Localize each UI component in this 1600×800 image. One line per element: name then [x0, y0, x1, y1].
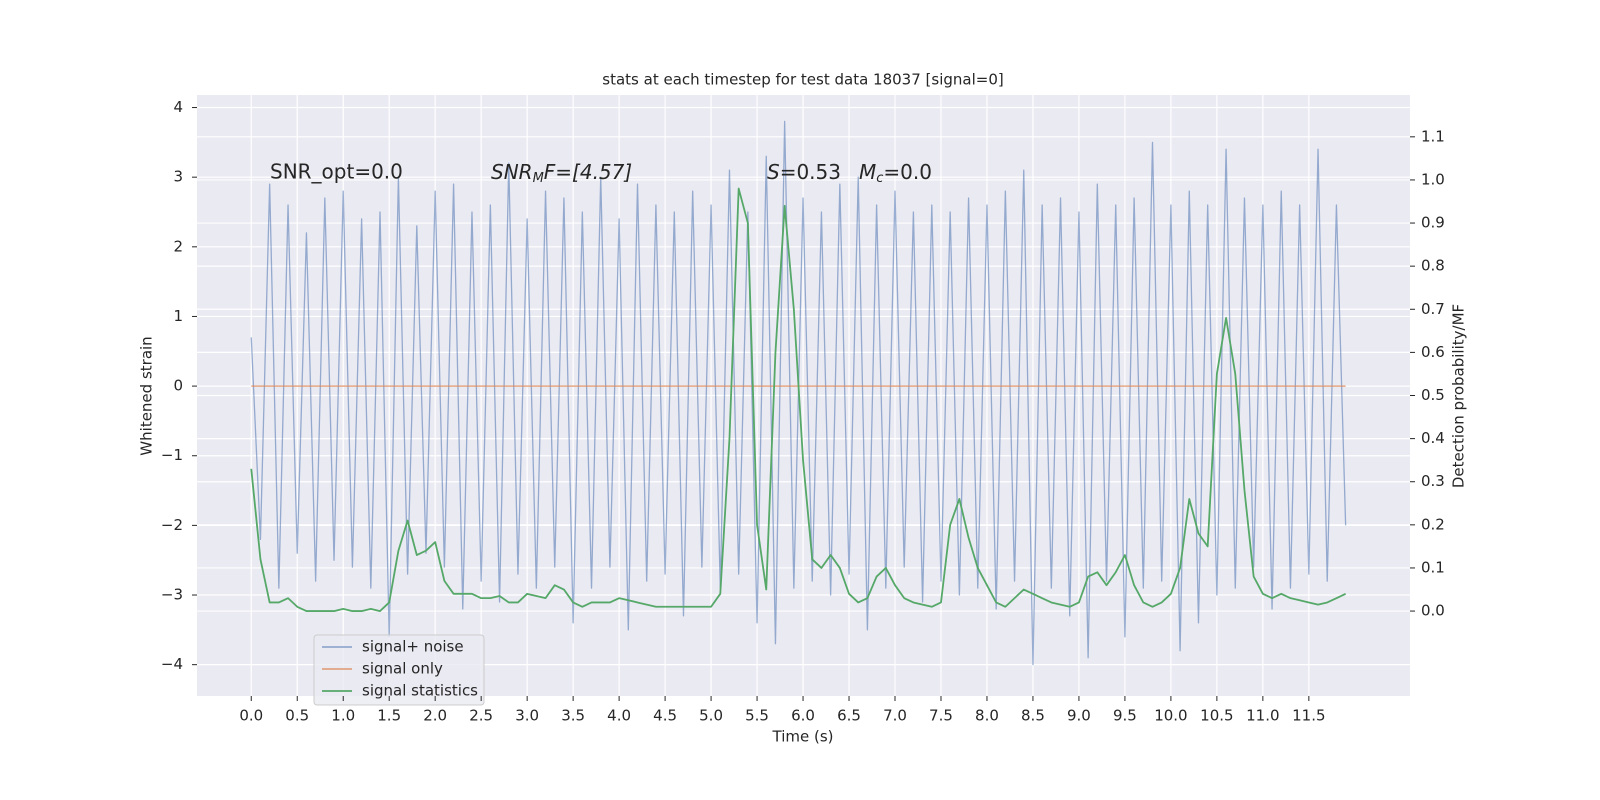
x-tick-label: 6.0: [791, 707, 815, 725]
y2-tick-label: 1.1: [1421, 127, 1445, 145]
y2-tick-label: 0.4: [1421, 429, 1445, 447]
annotation-part: =0.0: [883, 160, 932, 184]
annotation-part: M: [533, 171, 544, 186]
annotation-part: M: [859, 160, 876, 184]
y2-tick-label: 0.6: [1421, 343, 1445, 361]
x-tick-label: 10.5: [1200, 707, 1233, 725]
y2-tick-label: 0.3: [1421, 472, 1445, 490]
x-tick-label: 1.5: [377, 707, 401, 725]
y2-tick-label: 0.0: [1421, 602, 1445, 620]
x-tick-label: 5.0: [699, 707, 723, 725]
x-tick-label: 7.5: [929, 707, 953, 725]
y-tick-label: 3: [173, 168, 183, 186]
y-tick-label: −1: [161, 446, 183, 464]
x-tick-label: 8.5: [1021, 707, 1045, 725]
x-tick-label: 4.0: [607, 707, 631, 725]
x-tick-label: 4.5: [653, 707, 677, 725]
chart-title: stats at each timestep for test data 180…: [602, 71, 1003, 89]
x-tick-label: 3.5: [561, 707, 585, 725]
x-tick-label: 2.0: [423, 707, 447, 725]
y-tick-label: 4: [173, 98, 183, 116]
x-axis-label: Time (s): [772, 728, 834, 746]
y-tick-label: 0: [173, 377, 183, 395]
y-tick-label: −2: [161, 516, 183, 534]
legend-box: [313, 634, 485, 706]
annotation-part: S: [767, 160, 780, 184]
x-tick-label: 0.0: [239, 707, 263, 725]
annotation: SNR_opt=0.0: [270, 160, 403, 184]
y2-axis-label: Detection probability/MF: [1450, 304, 1468, 488]
x-tick-label: 11.5: [1292, 707, 1325, 725]
y-tick-label: −3: [161, 586, 183, 604]
y-tick-label: 2: [173, 237, 183, 255]
legend-label: signal only: [362, 660, 443, 678]
y2-tick-label: 0.5: [1421, 386, 1445, 404]
annotation: Mc=0.0: [859, 160, 932, 186]
y-tick-label: 1: [173, 307, 183, 325]
marks: [250, 120, 1347, 666]
y2-tick-label: 0.8: [1421, 257, 1445, 275]
y2-tick-label: 0.2: [1421, 515, 1445, 533]
x-tick-label: 3.0: [515, 707, 539, 725]
x-tick-label: 9.0: [1067, 707, 1091, 725]
x-tick-label: 9.5: [1113, 707, 1137, 725]
x-tick-label: 6.5: [837, 707, 861, 725]
legend-label: signal statistics: [362, 682, 478, 700]
y-tick-label: −4: [161, 655, 183, 673]
x-tick-label: 11.0: [1246, 707, 1279, 725]
annotation: S=0.53: [767, 160, 841, 184]
x-tick-label: 1.0: [331, 707, 355, 725]
x-tick-label: 5.5: [745, 707, 769, 725]
y2-tick-label: 0.1: [1421, 558, 1445, 576]
annotation-part: c: [876, 171, 883, 186]
annotation-part: =0.53: [780, 160, 841, 184]
annotation-part: SNR: [491, 160, 533, 184]
series-line: [250, 187, 1347, 612]
legend: signal+ noise signal only signal statistic…: [313, 634, 485, 706]
x-tick-label: 0.5: [285, 707, 309, 725]
legend-label: signal+ noise: [362, 638, 464, 656]
x-tick-label: 10.0: [1154, 707, 1187, 725]
y-axis-label: Whitened strain: [138, 336, 156, 455]
y2-tick-label: 0.7: [1421, 300, 1445, 318]
y2-tick-label: 0.9: [1421, 214, 1445, 232]
annotation: SNRMF=[4.57]: [491, 160, 632, 186]
x-tick-label: 7.0: [883, 707, 907, 725]
y2-tick-label: 1.0: [1421, 170, 1445, 188]
x-tick-label: 8.0: [975, 707, 999, 725]
annotation-part: F=[4.57]: [544, 160, 632, 184]
x-tick-label: 2.5: [469, 707, 493, 725]
